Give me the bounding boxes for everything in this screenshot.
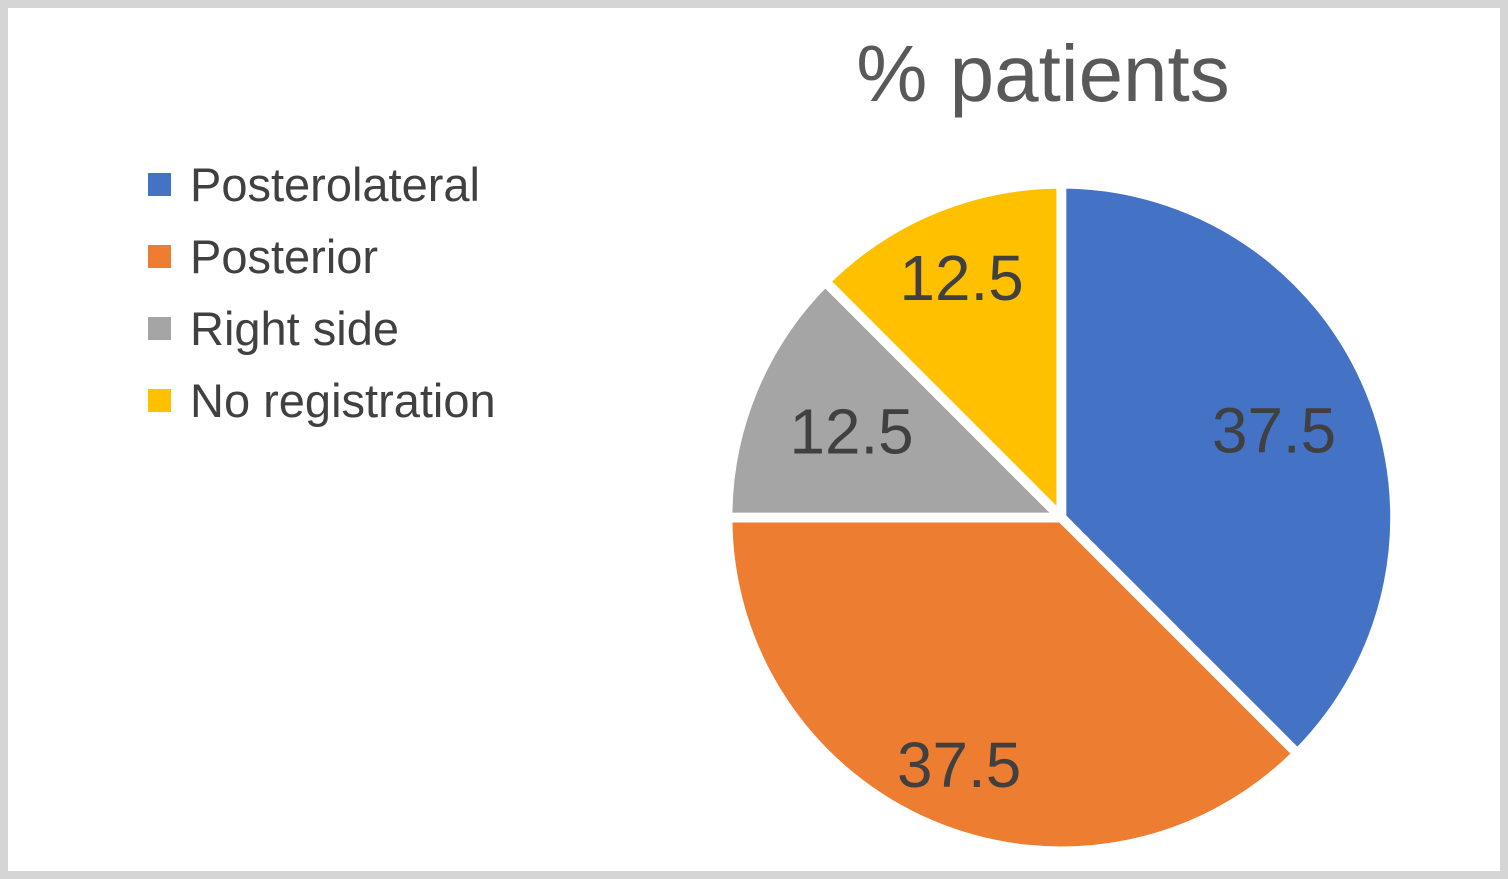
pie-slice-right-side <box>722 274 1074 523</box>
legend-item-posterior: Posterior <box>148 220 496 292</box>
legend-label: No registration <box>190 373 496 427</box>
legend-label: Posterolateral <box>190 157 480 211</box>
legend-label: Posterior <box>190 229 379 283</box>
chart-title: % patients <box>856 29 1230 118</box>
data-label-right-side: 12.5 <box>790 396 914 468</box>
legend-swatch-no-registration <box>148 388 171 412</box>
legend-item-no-registration: No registration <box>148 364 496 436</box>
pie-chart-svg: 37.5 37.5 12.5 12.5 <box>722 178 1400 857</box>
data-label-no-registration: 12.5 <box>900 242 1024 314</box>
legend: Posterolateral Posterior Right side No regi… <box>148 148 496 436</box>
legend-swatch-right-side <box>148 316 171 340</box>
data-label-posterolateral: 37.5 <box>1212 394 1336 466</box>
legend-item-posterolateral: Posterolateral <box>148 148 496 220</box>
legend-swatch-posterolateral <box>148 172 171 196</box>
pie-slice-no-registration <box>818 178 1067 530</box>
legend-item-right-side: Right side <box>148 292 496 364</box>
pie-slice-posterior <box>722 512 1305 857</box>
pie-slice-posterolateral <box>1056 178 1400 761</box>
legend-swatch-posterior <box>148 244 171 268</box>
legend-label: Right side <box>190 301 399 355</box>
data-label-posterior: 37.5 <box>897 729 1021 801</box>
